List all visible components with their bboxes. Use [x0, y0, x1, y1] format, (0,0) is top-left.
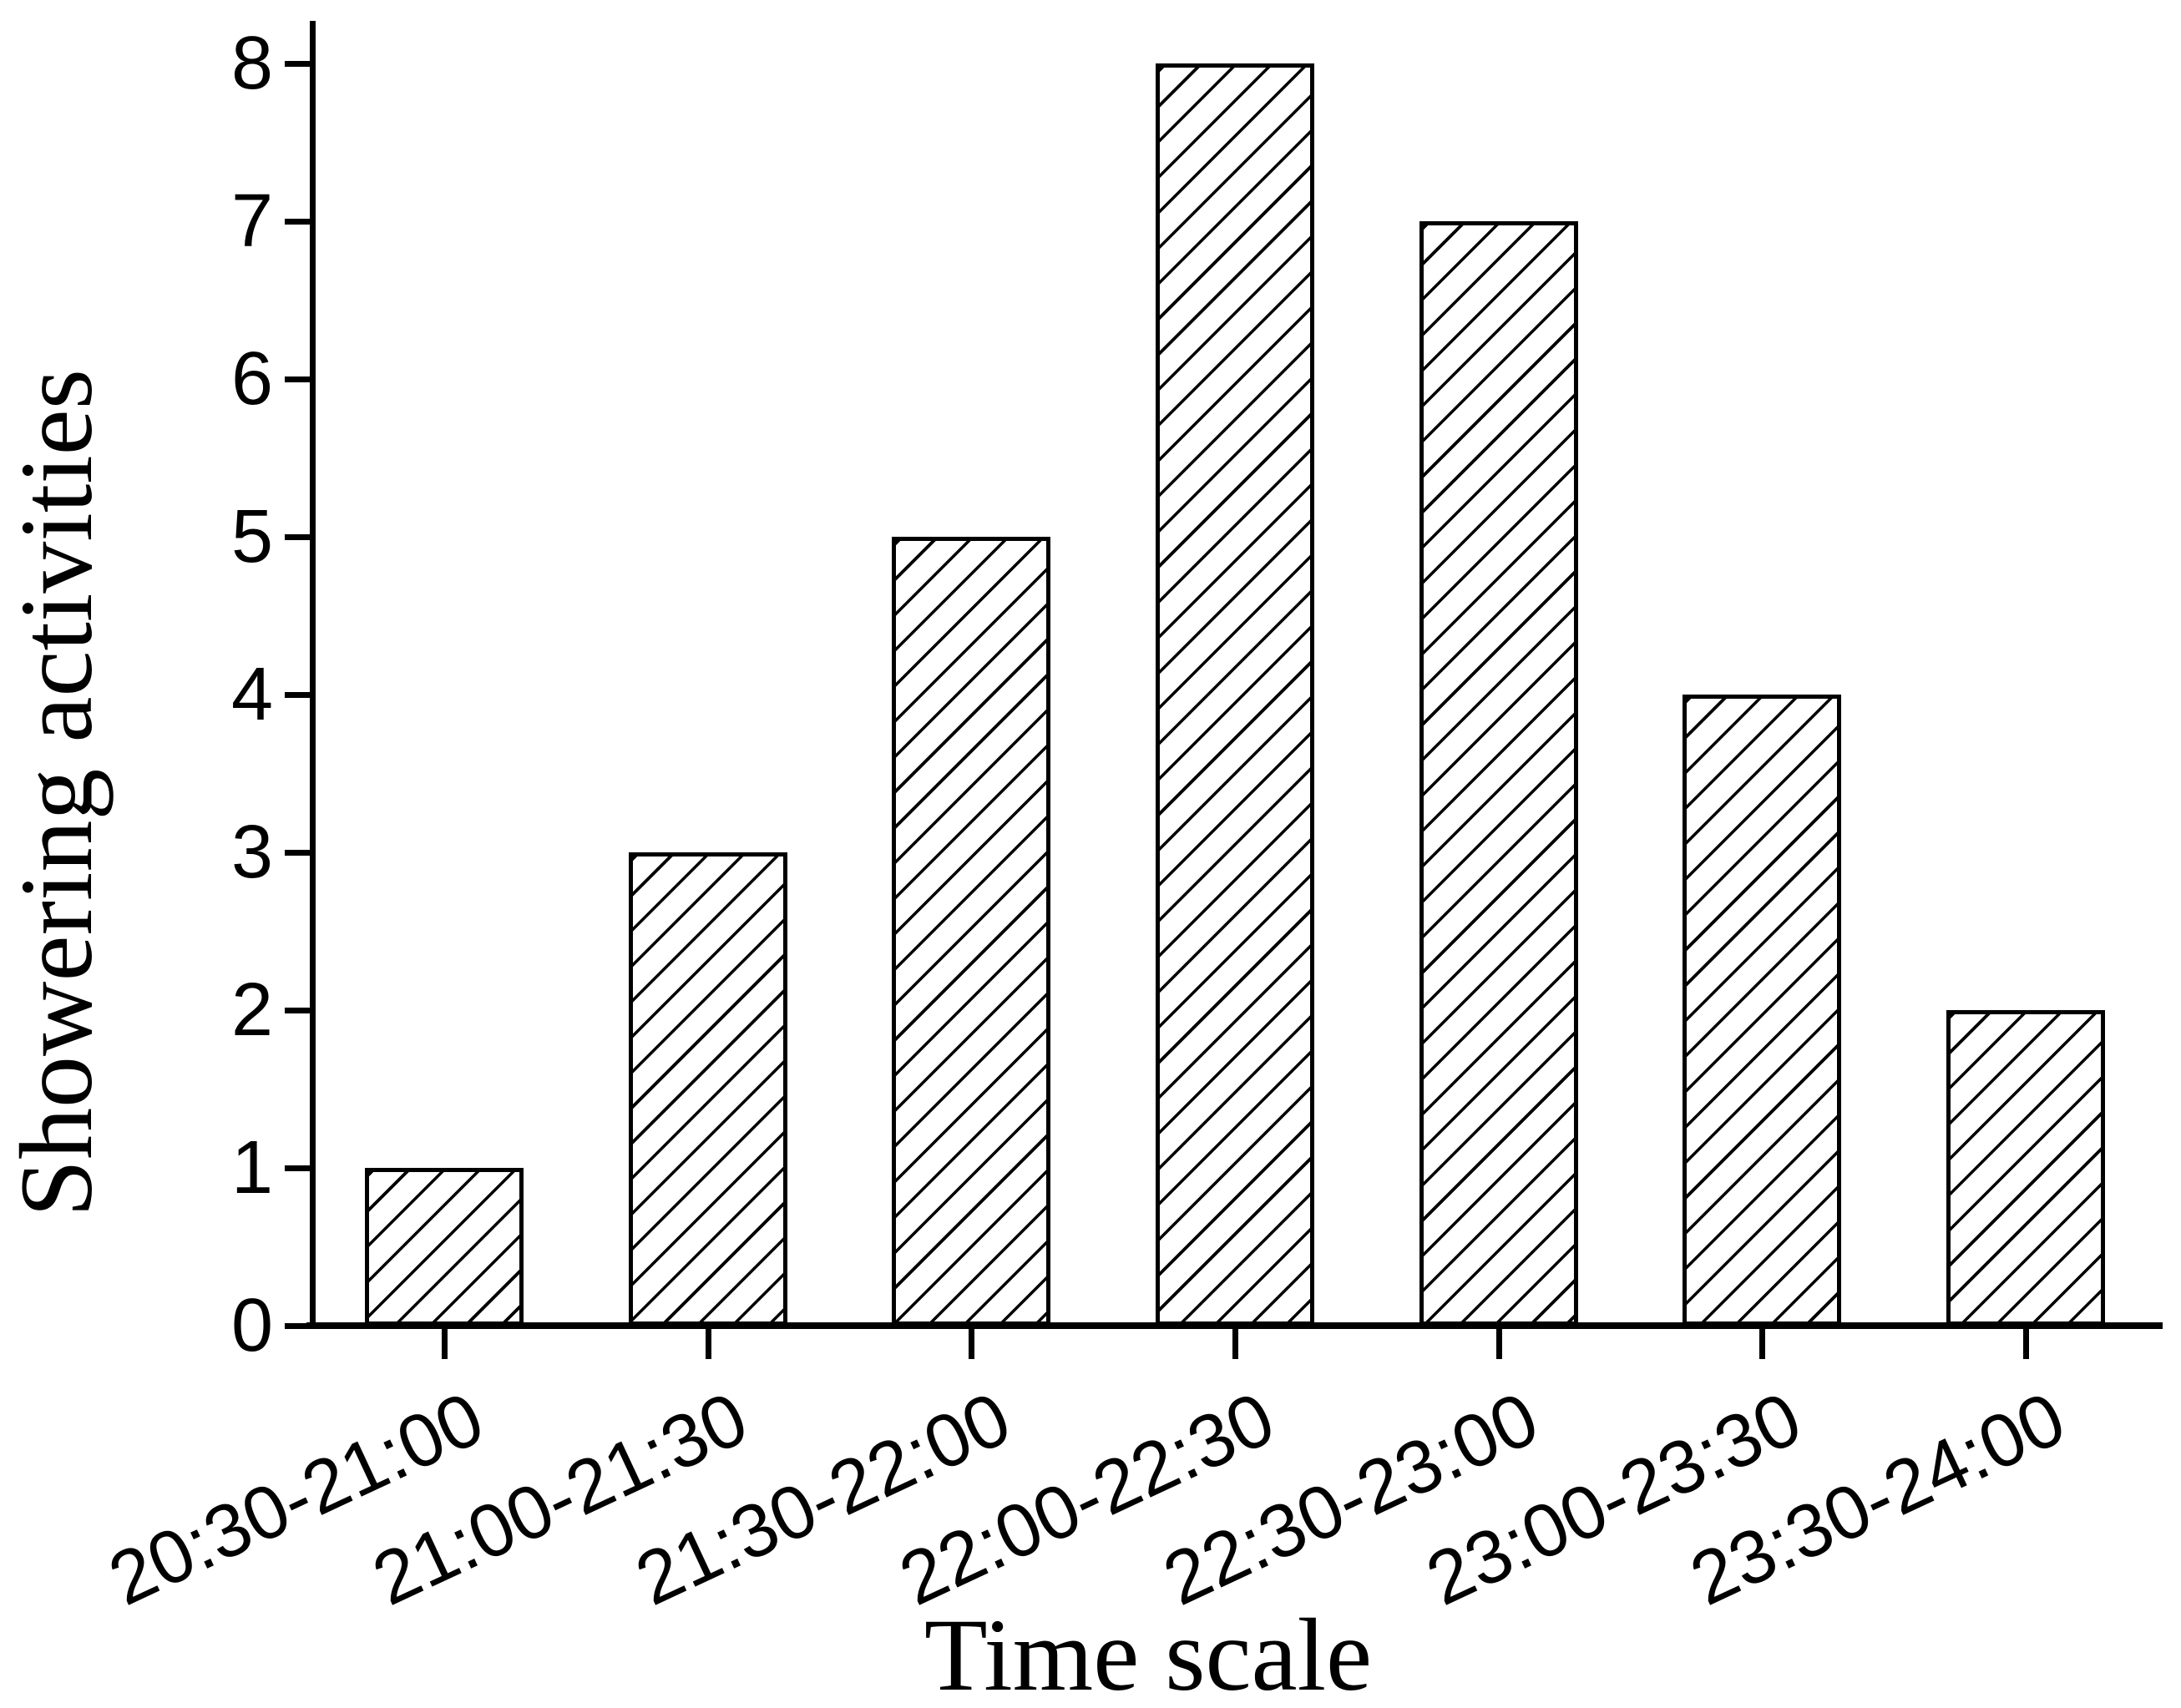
x-tick-mark	[1495, 1326, 1502, 1359]
y-tick-mark	[285, 219, 312, 225]
y-tick-mark	[285, 61, 312, 67]
y-tick-mark	[285, 692, 312, 698]
bar	[628, 852, 787, 1326]
y-tick-mark	[285, 850, 312, 856]
bar	[1683, 695, 1842, 1326]
y-axis-line	[310, 21, 316, 1329]
y-tick-label: 5	[230, 495, 273, 579]
x-tick-mark	[442, 1326, 448, 1359]
y-tick-mark	[285, 534, 312, 540]
x-tick-mark	[705, 1326, 711, 1359]
y-tick-label: 4	[230, 653, 273, 736]
x-tick-mark	[1759, 1326, 1766, 1359]
y-tick-label: 8	[230, 22, 273, 105]
y-tick-mark	[285, 1165, 312, 1171]
x-tick-mark	[2023, 1326, 2030, 1359]
bar	[1156, 63, 1314, 1326]
bar	[1946, 1010, 2106, 1326]
y-tick-label: 2	[230, 968, 273, 1052]
bar	[1419, 221, 1578, 1326]
y-tick-label: 6	[230, 337, 273, 421]
y-tick-label: 3	[230, 811, 273, 894]
bar	[365, 1168, 524, 1326]
bar	[892, 537, 1051, 1326]
y-tick-label: 0	[230, 1284, 273, 1367]
y-axis-title: Showering activities	[0, 369, 114, 1217]
x-tick-mark	[969, 1326, 975, 1359]
y-tick-mark	[285, 1008, 312, 1013]
y-tick-mark	[285, 376, 312, 382]
x-tick-mark	[1232, 1326, 1238, 1359]
x-axis-title: Time scale	[924, 1598, 1373, 1708]
y-tick-mark	[285, 1323, 312, 1329]
y-tick-label: 1	[230, 1126, 273, 1210]
y-tick-label: 7	[230, 179, 273, 263]
